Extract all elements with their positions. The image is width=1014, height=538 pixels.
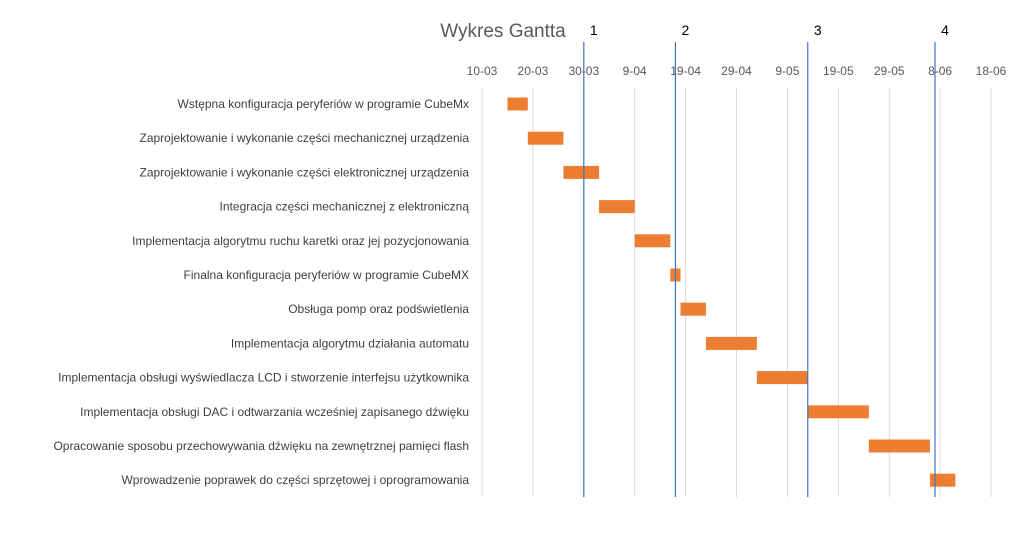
- task-label: Zaprojektowanie i wykonanie części elekt…: [139, 165, 469, 179]
- x-tick-label: 19-05: [823, 64, 854, 78]
- x-tick-label: 18-06: [976, 64, 1007, 78]
- task-label: Implementacja algorytmu ruchu karetki or…: [132, 234, 469, 248]
- task-bar: [807, 405, 869, 419]
- x-tick-label: 8-06: [928, 64, 952, 78]
- grid-layer: [481, 88, 992, 497]
- x-tick-label: 9-05: [775, 64, 799, 78]
- x-tick-label: 19-04: [670, 64, 701, 78]
- task-bar: [756, 371, 808, 385]
- task-label: Implementacja obsługi wyświedlacza LCD i…: [58, 371, 469, 385]
- milestone-label: 2: [682, 22, 690, 38]
- task-label: Integracja części mechanicznej z elektro…: [220, 200, 470, 214]
- task-label: Implementacja obsługi DAC i odtwarzania …: [80, 405, 469, 419]
- task-label: Implementacja algorytmu działania automa…: [231, 336, 469, 350]
- task-label: Wprowadzenie poprawek do części sprzętow…: [121, 473, 469, 487]
- task-label: Obsługa pomp oraz podświetlenia: [288, 302, 469, 316]
- task-bar: [563, 165, 600, 179]
- x-tick-label: 10-03: [467, 64, 498, 78]
- task-bar: [634, 234, 671, 248]
- task-bar: [868, 439, 930, 453]
- task-label: Finalna konfiguracja peryferiów w progra…: [184, 268, 469, 282]
- milestone-label: 4: [941, 22, 949, 38]
- x-tick-label: 9-04: [623, 64, 647, 78]
- task-bar: [705, 336, 757, 350]
- task-label: Wstępna konfiguracja peryferiów w progra…: [178, 97, 469, 111]
- x-tick-label: 20-03: [518, 64, 549, 78]
- task-bar: [507, 97, 528, 111]
- chart-title: Wykres Gantta: [440, 21, 566, 42]
- task-bar: [527, 131, 564, 145]
- x-tick-label: 30-03: [568, 64, 599, 78]
- x-tick-label: 29-05: [874, 64, 905, 78]
- task-bar: [599, 200, 635, 214]
- milestone-layer: 1 2 3 4: [583, 22, 949, 497]
- milestone-label: 1: [590, 22, 598, 38]
- task-label: Opracowanie sposobu przechowywania dźwię…: [53, 439, 469, 453]
- bars-layer: [507, 97, 956, 487]
- task-label: Zaprojektowanie i wykonanie części mecha…: [139, 131, 469, 145]
- task-bar: [929, 473, 956, 487]
- x-tick-labels: 10-03 20-03 30-03 9-04 19-04 29-04 9-05 19-05 29…: [467, 64, 1007, 78]
- x-tick-label: 29-04: [721, 64, 752, 78]
- task-labels: Wstępna konfiguracja peryferiów w progra…: [53, 97, 469, 487]
- milestone-label: 3: [814, 22, 822, 38]
- task-bar: [680, 302, 706, 316]
